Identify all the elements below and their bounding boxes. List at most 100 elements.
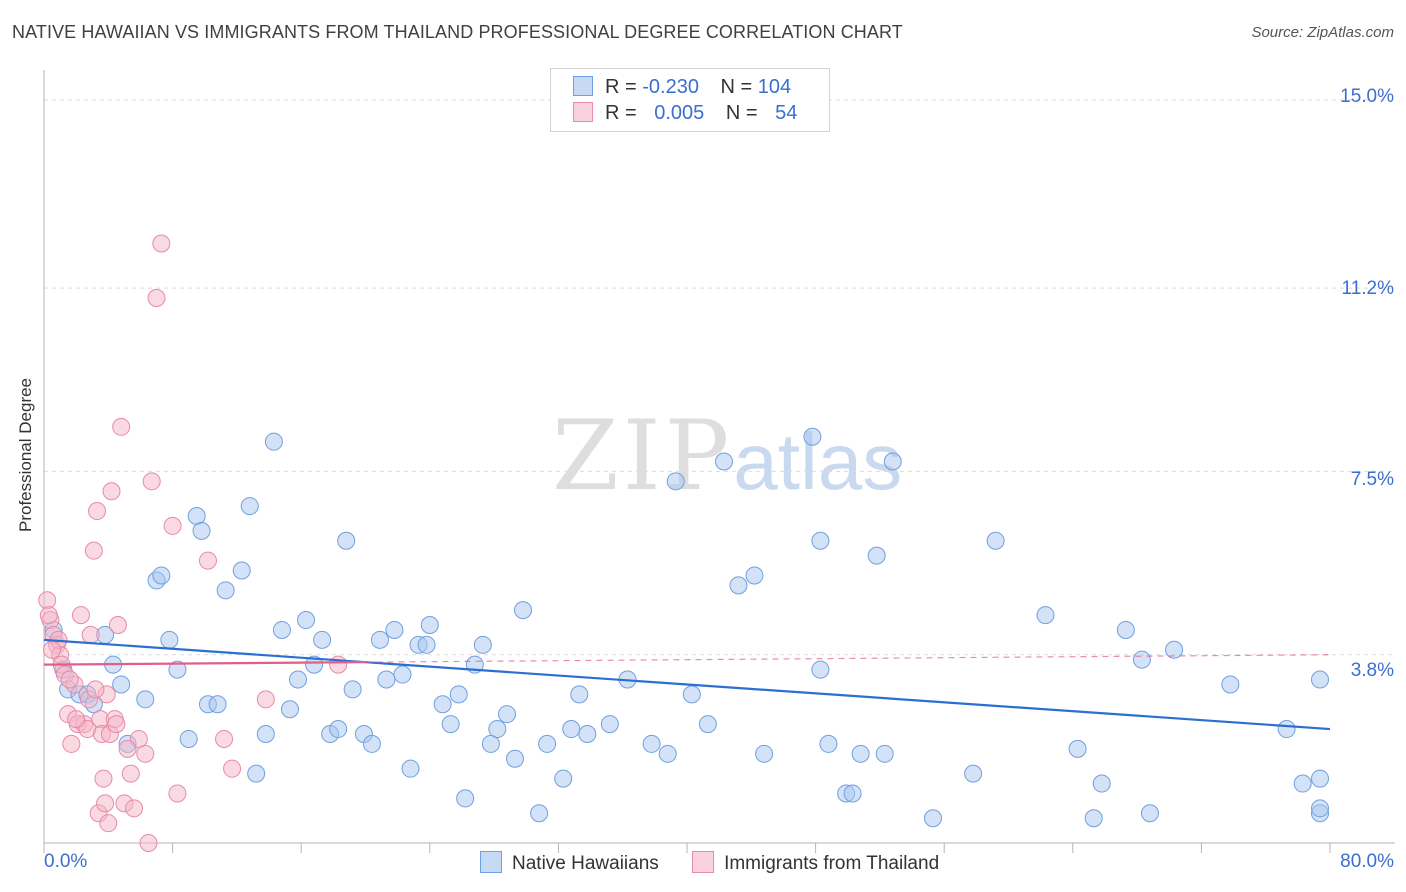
data-point-native-hawaiian [851, 744, 870, 763]
data-point-thailand [102, 482, 121, 501]
legend-swatch-blue [573, 76, 593, 96]
data-point-native-hawaiian [272, 620, 291, 639]
r-label: R = [605, 102, 637, 124]
data-point-native-hawaiian [1221, 675, 1240, 694]
data-point-native-hawaiian [179, 729, 198, 748]
data-point-thailand [43, 640, 62, 659]
data-point-thailand [99, 814, 118, 833]
data-point-native-hawaiian [843, 784, 862, 803]
data-point-thailand [125, 799, 144, 818]
data-point-native-hawaiian [152, 566, 171, 585]
data-point-thailand [112, 417, 131, 436]
data-point-thailand [329, 655, 348, 674]
data-point-native-hawaiian [986, 531, 1005, 550]
data-point-native-hawaiian [1068, 739, 1087, 758]
legend-swatch-pink [573, 102, 593, 122]
r-value: 0.005 [654, 102, 705, 124]
n-value: 104 [757, 76, 792, 98]
data-point-native-hawaiian [264, 432, 283, 451]
data-point-native-hawaiian [562, 720, 581, 739]
data-point-native-hawaiian [280, 700, 299, 719]
x-tick-label-max: 80.0% [1340, 851, 1394, 872]
data-point-native-hawaiian [570, 685, 589, 704]
data-point-native-hawaiian [578, 725, 597, 743]
data-point-native-hawaiian [136, 690, 155, 709]
trend-line-thailand-extrapolated [365, 654, 1331, 663]
data-point-native-hawaiian [1311, 670, 1329, 689]
data-point-thailand [223, 759, 242, 778]
data-point-native-hawaiian [1165, 640, 1184, 659]
data-point-thailand [84, 541, 103, 560]
data-point-thailand [107, 715, 126, 734]
data-point-native-hawaiian [1092, 774, 1111, 793]
data-point-native-hawaiian [112, 675, 131, 694]
data-point-thailand [38, 591, 57, 610]
data-point-native-hawaiian [433, 695, 452, 714]
data-point-native-hawaiian [1277, 720, 1296, 739]
data-point-thailand [67, 710, 86, 729]
data-point-native-hawaiian [1140, 804, 1159, 823]
data-point-native-hawaiian [362, 734, 381, 753]
data-point-native-hawaiian [247, 764, 266, 783]
data-point-native-hawaiian [600, 715, 619, 734]
y-tick-label: 15.0% [1340, 86, 1394, 107]
data-point-native-hawaiian [1311, 769, 1329, 788]
data-point-native-hawaiian [755, 744, 774, 763]
data-point-thailand [94, 769, 113, 788]
data-point-native-hawaiian [417, 635, 436, 654]
data-point-native-hawaiian [1293, 774, 1312, 793]
data-point-native-hawaiian [698, 715, 717, 734]
data-point-native-hawaiian [714, 452, 733, 471]
legend-label: Native Hawaiians [512, 853, 659, 874]
data-point-native-hawaiian [505, 749, 524, 768]
data-point-native-hawaiian [883, 452, 902, 471]
y-tick-label: 7.5% [1350, 469, 1394, 490]
data-point-native-hawaiian [337, 531, 356, 550]
data-point-thailand [71, 606, 90, 625]
data-point-native-hawaiian [682, 685, 701, 704]
data-point-thailand [121, 764, 140, 783]
data-point-native-hawaiian [473, 635, 492, 654]
data-point-thailand [86, 680, 105, 699]
data-point-thailand [256, 690, 275, 709]
data-point-native-hawaiian [666, 472, 685, 491]
data-point-native-hawaiian [256, 725, 275, 743]
legend-swatch-blue [480, 851, 502, 873]
data-point-thailand [168, 784, 187, 803]
y-tick-label: 11.2% [1341, 278, 1394, 299]
data-point-native-hawaiian [441, 715, 460, 734]
legend-item-thailand[interactable]: Immigrants from Thailand [692, 851, 939, 875]
trend-line-thailand [43, 661, 366, 666]
n-label: N = [725, 102, 758, 124]
data-point-native-hawaiian [642, 734, 661, 753]
data-point-native-hawaiian [313, 630, 332, 649]
data-point-native-hawaiian [923, 809, 942, 828]
y-tick-label: 3.8% [1350, 660, 1394, 681]
data-point-thailand [136, 744, 155, 763]
data-point-thailand [198, 551, 217, 570]
legend-row-thailand: R = 0.005 N = 54 [573, 102, 797, 124]
legend-item-native-hawaiians[interactable]: Native Hawaiians [480, 851, 659, 875]
data-point-native-hawaiian [288, 670, 307, 689]
data-point-thailand [88, 502, 107, 521]
source-credit: Source: ZipAtlas.com [1251, 24, 1394, 41]
data-point-native-hawaiian [867, 546, 886, 565]
data-point-thailand [118, 739, 137, 758]
data-point-thailand [163, 516, 182, 535]
data-point-native-hawaiian [168, 660, 187, 679]
data-point-native-hawaiian [305, 655, 324, 674]
data-point-native-hawaiian [514, 601, 533, 620]
data-point-native-hawaiian [729, 576, 748, 595]
series-legend: Native Hawaiians Immigrants from Thailan… [480, 851, 967, 875]
data-point-native-hawaiian [1132, 650, 1151, 669]
data-point-native-hawaiian [497, 705, 516, 724]
legend-row-native-hawaiians: R = -0.230 N = 104 [573, 76, 791, 98]
data-point-thailand [129, 729, 148, 748]
x-tick-label-min: 0.0% [44, 851, 88, 872]
data-point-native-hawaiian [192, 521, 211, 540]
data-point-native-hawaiian [240, 497, 259, 516]
data-point-native-hawaiian [530, 804, 549, 823]
data-point-thailand [96, 794, 115, 813]
data-point-native-hawaiian [160, 630, 179, 649]
